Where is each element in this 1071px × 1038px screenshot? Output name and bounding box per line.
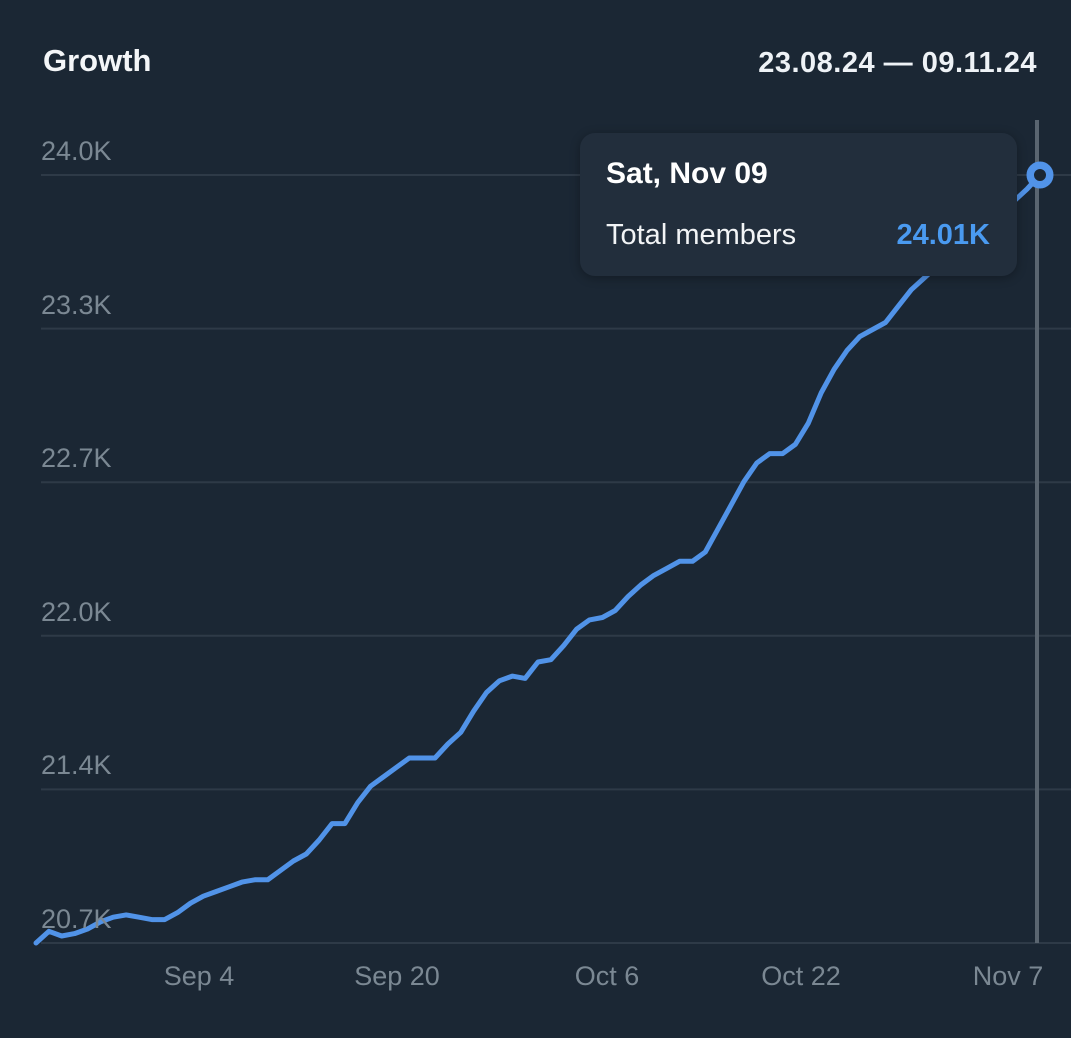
y-axis-label: 23.3K	[41, 289, 112, 320]
total-members-line	[33, 172, 1043, 946]
tooltip-row: Total members 24.01K	[606, 219, 990, 252]
tooltip-date: Sat, Nov 09	[606, 157, 768, 190]
y-axis-label: 20.7K	[41, 904, 112, 934]
page-title: Growth	[43, 43, 152, 78]
y-axis-label: 21.4K	[41, 750, 112, 781]
x-axis-label: Oct 6	[574, 961, 640, 991]
chart-tooltip: Sat, Nov 09 Total members 24.01K	[580, 133, 1017, 276]
x-axis-label: Sep 4	[163, 961, 235, 991]
y-axis-label: 22.7K	[41, 443, 112, 474]
date-range-label: 23.08.24 — 09.11.24	[758, 47, 1037, 79]
y-axis-label: 22.0K	[41, 596, 112, 627]
tooltip-series-label: Total members	[606, 219, 797, 251]
latest-point-marker	[1026, 161, 1054, 189]
x-axis-label: Oct 22	[761, 961, 841, 991]
x-axis-label: Sep 20	[354, 961, 440, 991]
tooltip-value: 24.01K	[896, 219, 990, 251]
x-axis-label: Nov 7	[972, 961, 1044, 991]
y-axis-label: 24.0K	[41, 136, 112, 166]
